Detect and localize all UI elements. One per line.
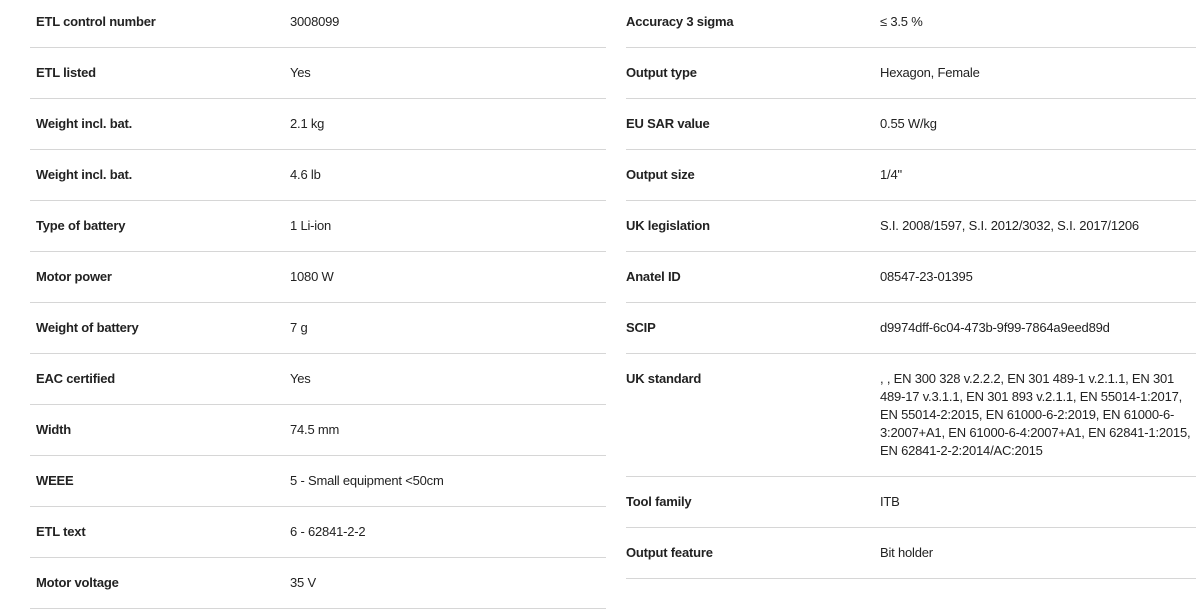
spec-value: ITB [880,494,900,509]
spec-row: Output size 1/4" [626,150,1196,201]
spec-value: Bit holder [880,545,933,560]
spec-label: ETL text [36,524,86,539]
spec-label: ETL listed [36,65,96,80]
spec-label: Width [36,422,71,437]
spec-value: , , EN 300 328 v.2.2.2, EN 301 489-1 v.2… [880,371,1191,458]
spec-row: Motor power 1080 W [30,252,606,303]
spec-value: 35 V [290,575,316,590]
spec-value: d9974dff-6c04-473b-9f99-7864a9eed89d [880,320,1110,335]
spec-value: 3008099 [290,14,340,29]
spec-row: EU SAR value 0.55 W/kg [626,99,1196,150]
spec-label: Motor voltage [36,575,119,590]
spec-row: Weight incl. bat. 2.1 kg [30,99,606,150]
spec-row: Tool family ITB [626,477,1196,528]
spec-label: ETL control number [36,14,156,29]
spec-value: 1080 W [290,269,334,284]
spec-row: ETL text 6 - 62841-2-2 [30,507,606,558]
spec-label: Output size [626,167,695,182]
spec-value: Hexagon, Female [880,65,980,80]
spec-value: ≤ 3.5 % [880,14,923,29]
spec-label: Tool family [626,494,692,509]
spec-value: Yes [290,371,311,386]
spec-label: Output type [626,65,697,80]
spec-value: 74.5 mm [290,422,340,437]
spec-label: EAC certified [36,371,116,386]
spec-value: 0.55 W/kg [880,116,937,131]
spec-row: Weight incl. bat. 4.6 lb [30,150,606,201]
spec-row: ETL listed Yes [30,48,606,99]
spec-value: 2.1 kg [290,116,325,131]
spec-row: UK standard , , EN 300 328 v.2.2.2, EN 30… [626,354,1196,477]
spec-value: 5 - Small equipment <50cm [290,473,444,488]
spec-label: Weight incl. bat. [36,167,133,182]
spec-row: Accuracy 3 sigma ≤ 3.5 % [626,0,1196,48]
spec-row: Width 74.5 mm [30,405,606,456]
spec-label: UK standard [626,371,702,386]
spec-label: UK legislation [626,218,710,233]
spec-table-left: ETL control number 3008099 ETL listed Yes We… [30,0,606,609]
spec-value: 6 - 62841-2-2 [290,524,366,539]
spec-value: 08547-23-01395 [880,269,973,284]
spec-label: Weight incl. bat. [36,116,133,131]
spec-label: Weight of battery [36,320,139,335]
spec-row: Anatel ID 08547-23-01395 [626,252,1196,303]
spec-row: SCIP d9974dff-6c04-473b-9f99-7864a9eed89d [626,303,1196,354]
spec-row: Type of battery 1 Li-ion [30,201,606,252]
spec-label: Accuracy 3 sigma [626,14,734,29]
spec-label: SCIP [626,320,656,335]
spec-label: Motor power [36,269,112,284]
spec-row: ETL control number 3008099 [30,0,606,48]
spec-row: Output type Hexagon, Female [626,48,1196,99]
spec-value: 7 g [290,320,308,335]
spec-row: Motor voltage 35 V [30,558,606,609]
spec-row: UK legislation S.I. 2008/1597, S.I. 2012/… [626,201,1196,252]
spec-row: EAC certified Yes [30,354,606,405]
spec-table-right: Accuracy 3 sigma ≤ 3.5 % Output type Hexago… [620,0,1196,579]
spec-value: 1/4" [880,167,902,182]
spec-label: EU SAR value [626,116,710,131]
spec-value: 1 Li-ion [290,218,332,233]
spec-value: S.I. 2008/1597, S.I. 2012/3032, S.I. 201… [880,218,1139,233]
spec-label: Anatel ID [626,269,681,284]
spec-label: WEEE [36,473,74,488]
spec-row: WEEE 5 - Small equipment <50cm [30,456,606,507]
spec-row: Weight of battery 7 g [30,303,606,354]
spec-value: Yes [290,65,311,80]
spec-row: Output feature Bit holder [626,528,1196,579]
spec-label: Type of battery [36,218,126,233]
spec-label: Output feature [626,545,713,560]
spec-value: 4.6 lb [290,167,321,182]
